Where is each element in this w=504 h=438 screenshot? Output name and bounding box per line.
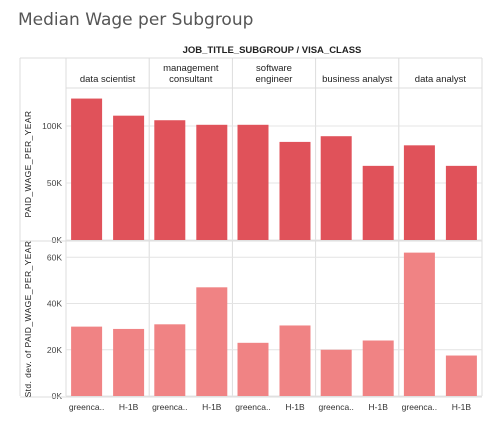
panel-1-bar-0-0	[71, 326, 103, 396]
category-label-1-1: H-1B	[202, 402, 222, 412]
panel-0-bar-1-0	[154, 120, 186, 240]
panel-1-bar-4-0	[403, 252, 435, 396]
panel-0-bar-4-1	[445, 165, 477, 240]
category-label-2-0: greenca..	[235, 402, 270, 412]
group-header-3: business analyst	[322, 74, 393, 85]
panel-0-bar-4-0	[403, 145, 435, 240]
panel-1-tick-label-3: 60K	[47, 252, 62, 262]
group-header-4: data analyst	[415, 74, 467, 85]
panel-1-bar-3-0	[320, 349, 352, 396]
category-label-0-1: H-1B	[119, 402, 139, 412]
chart-title: Median Wage per Subgroup	[18, 10, 254, 30]
group-header-1-line-1: consultant	[169, 74, 213, 85]
panel-0-bar-2-1	[279, 141, 311, 240]
panel-1-tick-label-1: 20K	[47, 345, 62, 355]
panel-1-tick-label-0: 0K	[52, 391, 63, 401]
group-header-2-line-0: software	[256, 63, 292, 74]
category-label-4-1: H-1B	[452, 402, 472, 412]
panel-1-y-axis-title: Std. dev. of PAID_WAGE_PER_YEAR	[23, 241, 33, 398]
panel-0-bar-3-0	[320, 136, 352, 240]
header-title: JOB_TITLE_SUBGROUP / VISA_CLASS	[183, 45, 362, 56]
panel-1-bar-1-1	[196, 287, 228, 396]
category-label-1-0: greenca..	[152, 402, 187, 412]
category-label-3-0: greenca..	[318, 402, 353, 412]
panel-0-bar-2-0	[237, 124, 269, 240]
category-label-4-0: greenca..	[402, 402, 437, 412]
group-header-1-line-0: management	[163, 63, 219, 74]
panel-1-bar-2-1	[279, 325, 311, 396]
category-label-2-1: H-1B	[285, 402, 305, 412]
panel-1-bar-2-0	[237, 342, 269, 396]
group-header-0: data scientist	[80, 74, 136, 85]
panel-0-bar-3-1	[362, 165, 394, 240]
panel-0-bar-0-0	[71, 98, 103, 240]
panel-0-bar-0-1	[113, 115, 145, 240]
panel-0-bar-1-1	[196, 124, 228, 240]
panel-1-bar-0-1	[113, 328, 145, 396]
panel-1-bar-3-1	[362, 340, 394, 396]
panel-1-bar-1-0	[154, 324, 186, 396]
panel-1-tick-label-2: 40K	[47, 299, 62, 309]
panel-0-tick-label-1: 50K	[47, 178, 62, 188]
panel-1-bar-4-1	[445, 355, 477, 396]
category-label-3-1: H-1B	[369, 402, 389, 412]
panel-0-y-axis-title: PAID_WAGE_PER_YEAR	[23, 111, 33, 218]
group-header-2-line-1: engineer	[256, 74, 293, 85]
panel-0-tick-label-0: 0K	[52, 235, 63, 245]
panel-0-tick-label-2: 100K	[42, 121, 62, 131]
category-label-0-0: greenca..	[69, 402, 104, 412]
